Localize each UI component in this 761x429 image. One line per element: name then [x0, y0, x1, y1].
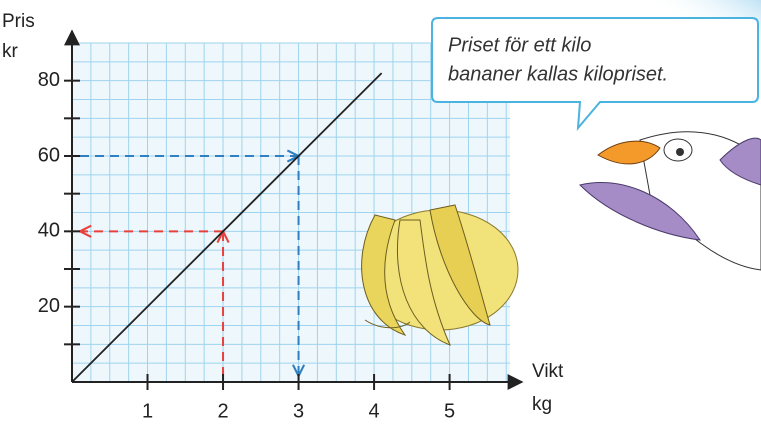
x-tick-label: 1	[142, 400, 153, 422]
y-tick-label: 60	[38, 144, 60, 166]
y-tick-label: 20	[38, 295, 60, 317]
x-tick-label: 3	[293, 400, 304, 422]
x-tick-label: 4	[369, 400, 380, 422]
y-axis-label: Pris	[2, 11, 35, 32]
x-tick-label: 2	[217, 400, 228, 422]
annotation-line: bananer kallas kilopriset.	[448, 63, 668, 85]
x-tick-label: 5	[444, 400, 455, 422]
x-axis-label: Vikt	[532, 361, 564, 382]
bird-illustration	[580, 132, 761, 270]
y-axis-label: kr	[2, 41, 19, 62]
x-axis-label: kg	[532, 394, 552, 415]
y-tick-label: 40	[38, 220, 60, 242]
annotation-line: Priset för ett kilo	[448, 34, 591, 56]
chart: Priset för ett kilo bananer kallas kilop…	[0, 0, 761, 429]
y-tick-label: 80	[38, 69, 60, 91]
